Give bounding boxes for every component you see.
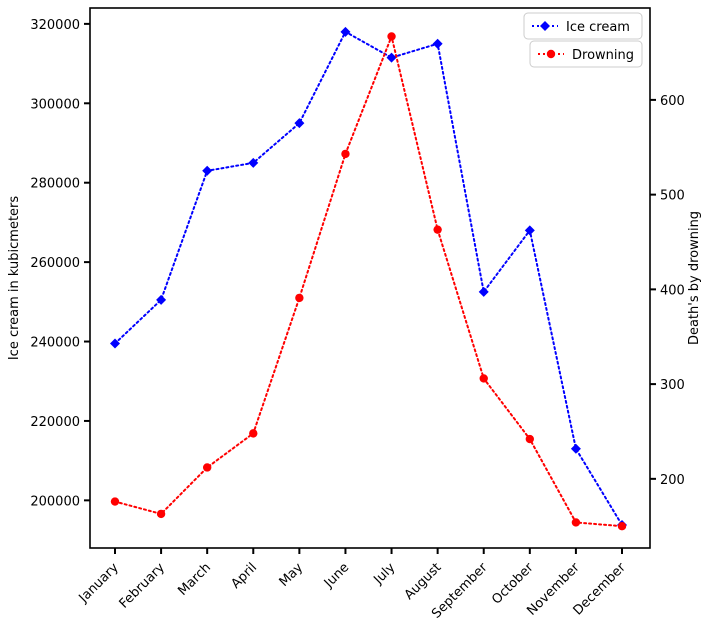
data-point (202, 165, 213, 176)
data-point (479, 374, 488, 383)
plot-frame (89, 7, 651, 549)
data-point (433, 225, 442, 234)
data-point (524, 225, 535, 236)
left-tick-label: 320000 (30, 18, 80, 33)
right-axis-title: Death's by drowning (687, 211, 702, 345)
right-tick-label: 300 (660, 378, 685, 393)
x-tick-label: June (321, 560, 352, 591)
right-tick-label: 200 (660, 473, 685, 488)
data-point (386, 52, 397, 63)
left-tick-label: 220000 (30, 415, 80, 430)
data-point (248, 157, 259, 168)
data-point (156, 294, 167, 305)
series-line (114, 33, 623, 528)
legend-swatch-marker (540, 21, 550, 31)
series-ice-cream (110, 26, 627, 530)
right-tick-label: 600 (660, 94, 685, 109)
data-point (249, 429, 258, 438)
legend-label: Ice cream (566, 20, 630, 35)
data-point (525, 434, 535, 444)
data-point (295, 293, 304, 303)
series-line (114, 30, 623, 526)
data-point (110, 497, 120, 506)
data-point (341, 149, 350, 159)
legend-box (529, 40, 643, 68)
left-y-axis: 200000 220000 240000 260000 280000 300000 3200… (30, 18, 90, 509)
plot-border (89, 7, 651, 549)
data-point (294, 118, 305, 129)
left-tick-label: 200000 (30, 494, 80, 509)
legend-item-drowning: Drowning (529, 40, 643, 68)
x-tick-label: March (175, 560, 214, 599)
legend: Ice cream Drowning (523, 12, 643, 68)
x-tick-label: May (277, 560, 307, 590)
legend-swatch-marker (546, 49, 556, 59)
x-tick-label: October (489, 560, 537, 608)
data-point (617, 522, 627, 531)
right-y-axis: 200 300 400 500 600 (650, 94, 685, 488)
legend-label: Drowning (572, 48, 634, 63)
data-point (156, 509, 166, 519)
data-point (202, 463, 212, 472)
data-point (570, 443, 581, 454)
left-tick-label: 280000 (30, 177, 80, 192)
left-axis-title: Ice cream in kubicmeters (7, 196, 22, 361)
legend-box (523, 12, 643, 40)
right-tick-label: 400 (660, 283, 685, 298)
x-tick-label: August (402, 560, 445, 603)
data-point (110, 338, 120, 349)
x-tick-label: July (371, 560, 399, 588)
series-drowning (110, 32, 627, 531)
left-tick-label: 300000 (30, 97, 80, 112)
series-layer (110, 26, 627, 531)
data-point (571, 518, 581, 527)
left-tick-label: 260000 (30, 256, 80, 271)
data-point (340, 26, 351, 37)
right-tick-label: 500 (660, 189, 685, 204)
data-point (432, 38, 443, 49)
x-tick-label: April (228, 560, 260, 592)
legend-item-ice-cream: Ice cream (523, 12, 643, 40)
left-tick-label: 240000 (30, 336, 80, 351)
x-tick-label: February (117, 560, 169, 612)
data-point (387, 32, 396, 41)
x-tick-label: January (76, 560, 122, 606)
data-point (478, 286, 489, 297)
